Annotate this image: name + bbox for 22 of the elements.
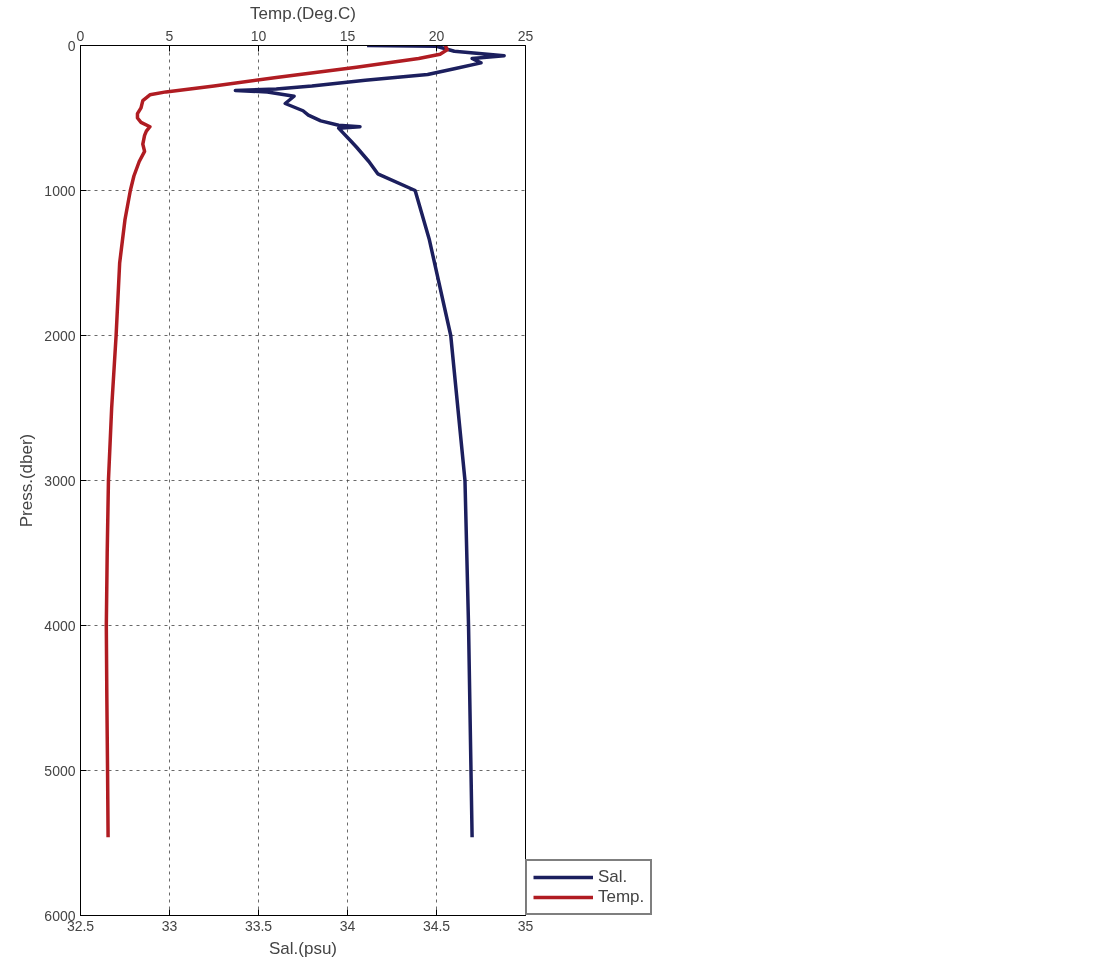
- x-tick-label: 34: [339, 917, 356, 934]
- x2-tick-label: 5: [165, 27, 174, 44]
- y-tick-label: 4000: [44, 617, 76, 634]
- x2-tick-label: 25: [517, 27, 534, 44]
- x-tick-label: 35: [517, 917, 534, 934]
- x-axis-title: Sal.(psu): [268, 938, 338, 958]
- x-tick-label: 33.5: [244, 917, 273, 934]
- x2-axis-title: Temp.(Deg.C): [250, 3, 356, 23]
- x2-tick-label: 15: [339, 27, 356, 44]
- x2-tick-label: 10: [250, 27, 267, 44]
- x-tick-label: 34.5: [422, 917, 451, 934]
- y-axis-title: Press.(dber): [17, 433, 37, 528]
- y-tick-label: 2000: [44, 327, 76, 344]
- legend-label: Sal.: [598, 867, 628, 887]
- legend-label: Temp.: [598, 887, 645, 907]
- line-series: [233, 45, 506, 839]
- y-tick-label: 1000: [44, 182, 76, 199]
- x-tick-label: 33: [161, 917, 178, 934]
- y-tick-label: 3000: [44, 472, 76, 489]
- y-tick-label: 5000: [44, 762, 76, 779]
- x2-tick-label: 20: [428, 27, 445, 44]
- y-tick-label: 0: [67, 37, 76, 54]
